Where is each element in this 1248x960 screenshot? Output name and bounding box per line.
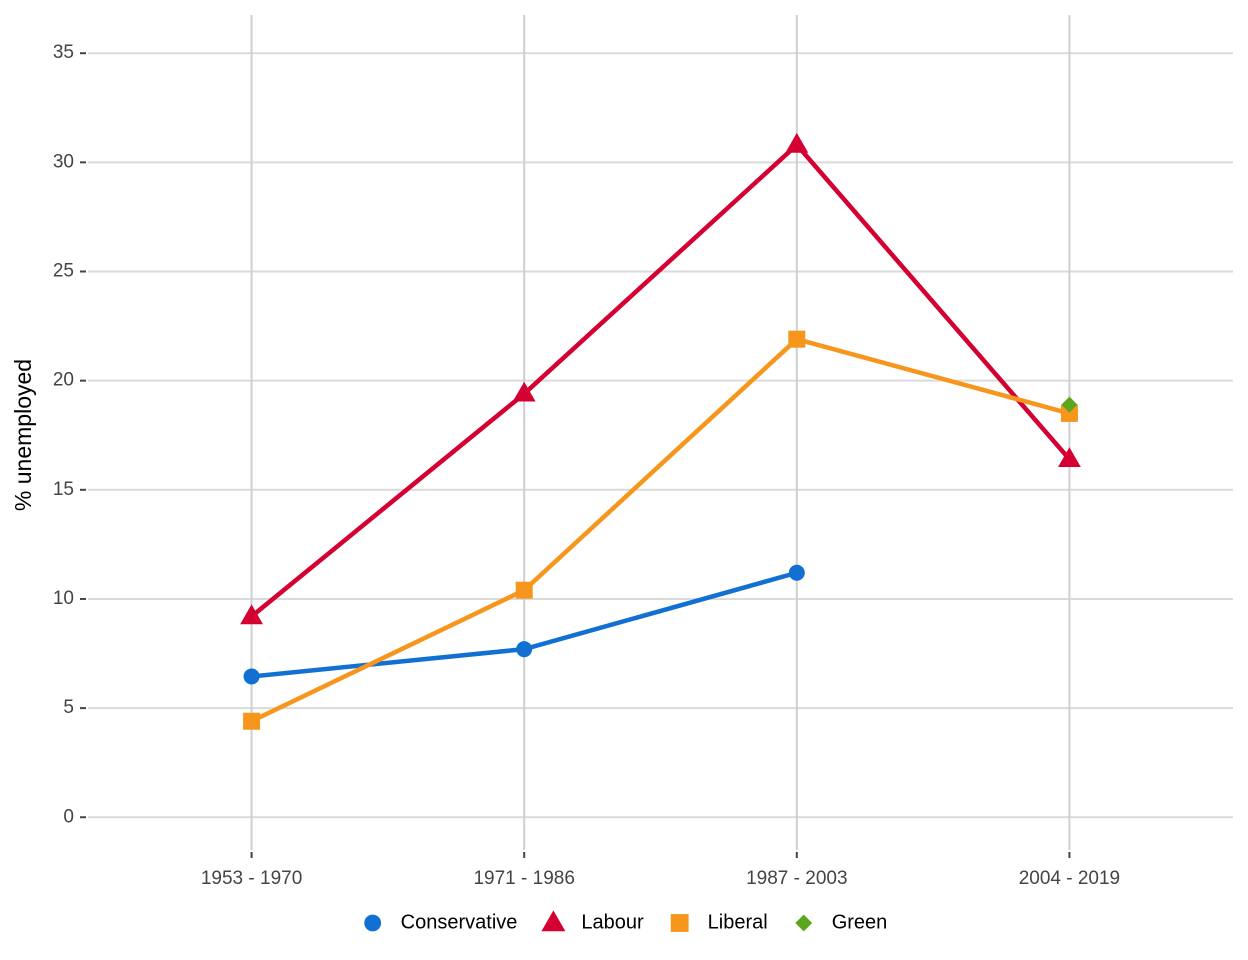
point (243, 668, 260, 685)
point (785, 132, 809, 153)
point (516, 641, 533, 658)
y-axis-label: % unemployed (10, 359, 36, 511)
point (515, 581, 533, 599)
y-tick-label: 20 (53, 370, 74, 391)
point (1061, 396, 1078, 413)
y-tick-label: 5 (63, 697, 74, 718)
point (240, 604, 263, 625)
x-tick-label: 1971 - 1986 (473, 868, 574, 889)
x-tick-label: 1987 - 2003 (746, 868, 847, 889)
legend-label: Liberal (708, 911, 768, 933)
point (243, 712, 261, 730)
legend-label: Conservative (401, 911, 518, 933)
y-tick-label: 0 (63, 806, 74, 827)
y-tick-label: 35 (53, 42, 74, 63)
point (788, 564, 805, 581)
legend-marker (364, 914, 382, 932)
legend-marker (670, 914, 689, 932)
y-tick-label: 30 (53, 151, 74, 172)
series-line (250, 141, 1072, 619)
legend-label: Green (832, 911, 888, 933)
legend-label: Labour (581, 911, 644, 933)
point (1060, 404, 1078, 422)
y-tick-label: 15 (53, 479, 74, 500)
y-tick-label: 25 (53, 261, 74, 282)
legend: Conservative Labour Liberal Green (401, 911, 888, 933)
series-line (250, 336, 1071, 724)
legend-marker (541, 910, 566, 932)
x-tick-label: 2004 - 2019 (1019, 868, 1120, 889)
legend-marker (795, 914, 813, 932)
x-tick-label: 1953 - 1970 (201, 868, 302, 889)
point (1058, 447, 1081, 468)
point (512, 381, 536, 402)
y-tick-label: 10 (53, 588, 74, 609)
point (788, 330, 806, 348)
